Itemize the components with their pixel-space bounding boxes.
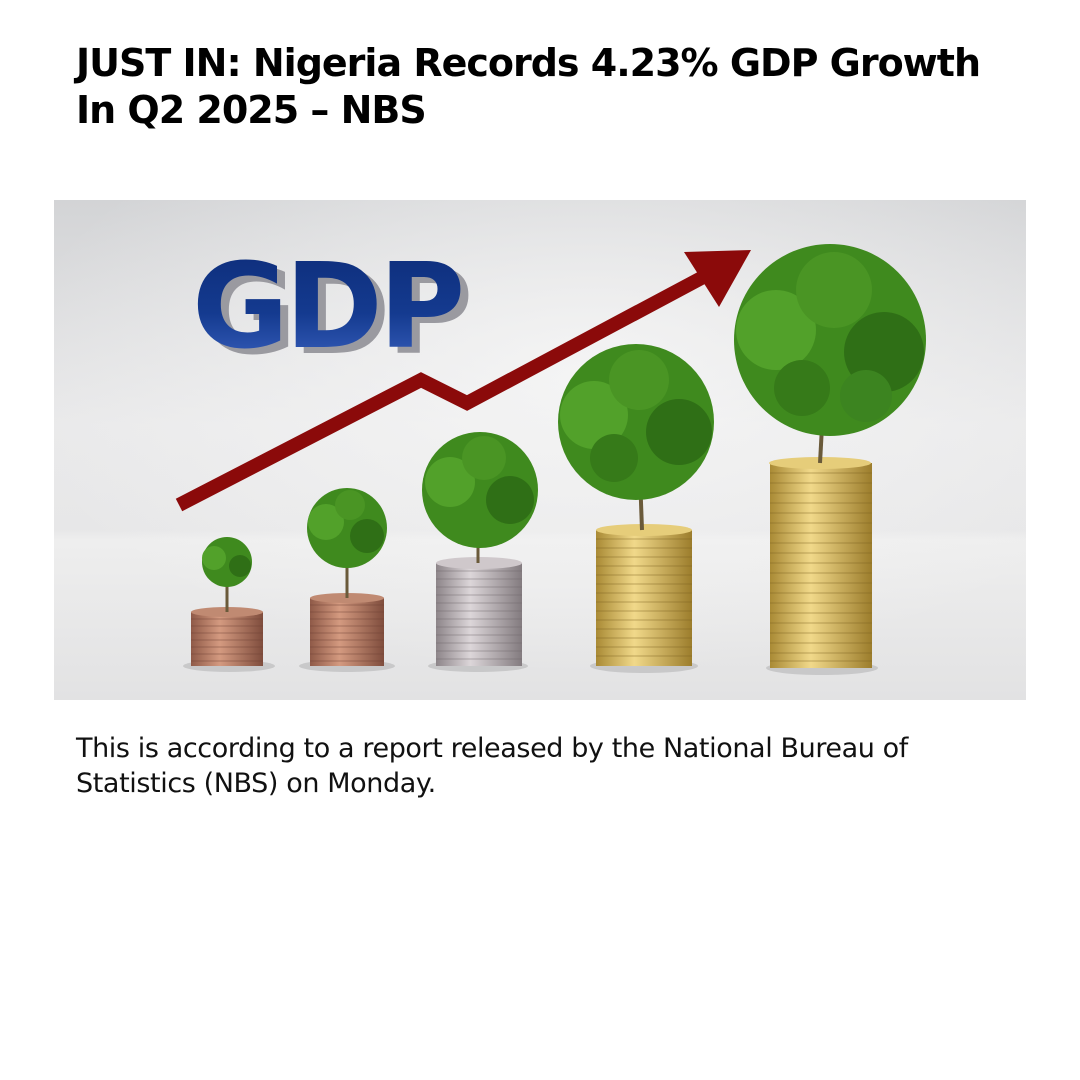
coin-stack-gold-medium bbox=[590, 524, 698, 673]
tree-medium bbox=[422, 432, 538, 563]
svg-text:GDP: GDP bbox=[200, 243, 469, 381]
article-headline: JUST IN: Nigeria Records 4.23% GDP Growt… bbox=[76, 41, 981, 132]
tree-small-2 bbox=[307, 488, 387, 598]
hero-image: GDP GDP bbox=[54, 200, 1026, 700]
tree-large-2 bbox=[734, 244, 926, 464]
growth-arrow-icon bbox=[175, 250, 751, 512]
gdp-logo-text: GDP bbox=[192, 237, 461, 375]
article-body-text: This is according to a report released b… bbox=[76, 733, 908, 799]
coin-stack-gold-large bbox=[766, 457, 878, 675]
coin-stack-copper-medium bbox=[299, 593, 395, 672]
tree-large-1 bbox=[558, 344, 714, 531]
coin-stack-silver bbox=[428, 557, 528, 672]
gdp-logo: GDP GDP bbox=[192, 237, 473, 381]
coin-stack-copper-small bbox=[183, 607, 275, 672]
tree-small-1 bbox=[202, 537, 252, 612]
